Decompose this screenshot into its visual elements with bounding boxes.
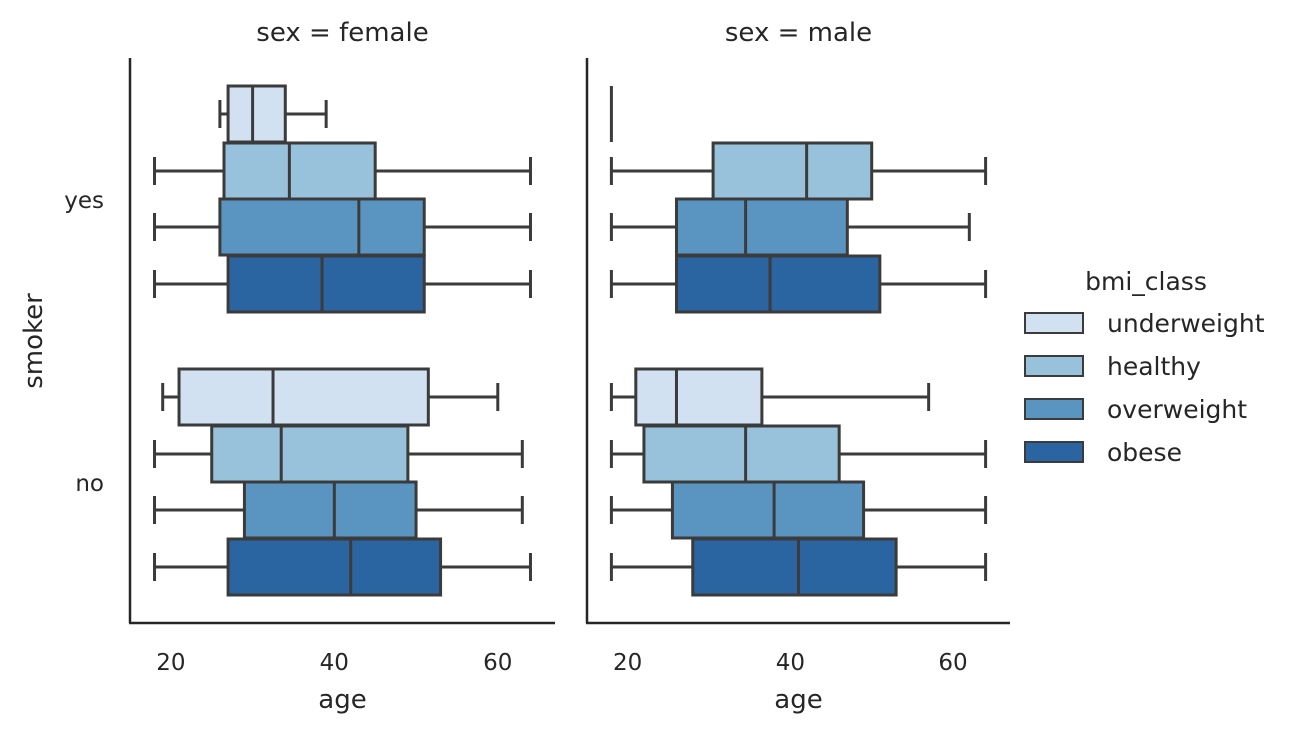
box-overweight: [242, 480, 418, 540]
facet-title: sex = male: [725, 18, 872, 48]
x-tick-label: 20: [156, 650, 185, 676]
facet-title: sex = female: [256, 18, 428, 48]
box-obese: [674, 254, 882, 314]
box-healthy: [210, 424, 410, 484]
legend-label: healthy: [1107, 352, 1201, 381]
x-tick-label: 40: [776, 650, 805, 676]
y-tick-label: no: [75, 471, 104, 497]
legend-title: bmi_class: [1085, 267, 1207, 296]
legend-swatch-underweight: [1024, 312, 1084, 334]
box-obese: [226, 537, 443, 597]
legend-label: overweight: [1107, 395, 1247, 424]
box-healthy: [222, 141, 377, 201]
legend-label: obese: [1107, 438, 1182, 467]
box-overweight: [674, 197, 849, 257]
box-underweight: [634, 367, 764, 427]
x-tick-label: 60: [483, 650, 512, 676]
legend-swatch-overweight: [1024, 398, 1084, 420]
box-underweight: [177, 367, 430, 427]
x-axis-label: age: [318, 685, 366, 715]
x-axis-label: age: [774, 685, 822, 715]
y-axis-label: smoker: [19, 293, 49, 389]
x-tick-label: 60: [938, 650, 967, 676]
legend-swatch-healthy: [1024, 355, 1084, 377]
box-obese: [691, 537, 898, 597]
box-overweight: [218, 197, 426, 257]
legend-swatch-obese: [1024, 441, 1084, 463]
y-tick-label: yes: [64, 188, 104, 214]
x-tick-label: 40: [320, 650, 349, 676]
x-tick-label: 20: [613, 650, 642, 676]
legend-label: underweight: [1107, 309, 1265, 338]
box-obese: [226, 254, 426, 314]
box-healthy: [642, 424, 841, 484]
box-healthy: [711, 141, 874, 201]
box-underweight: [226, 84, 287, 144]
box-overweight: [670, 480, 866, 540]
